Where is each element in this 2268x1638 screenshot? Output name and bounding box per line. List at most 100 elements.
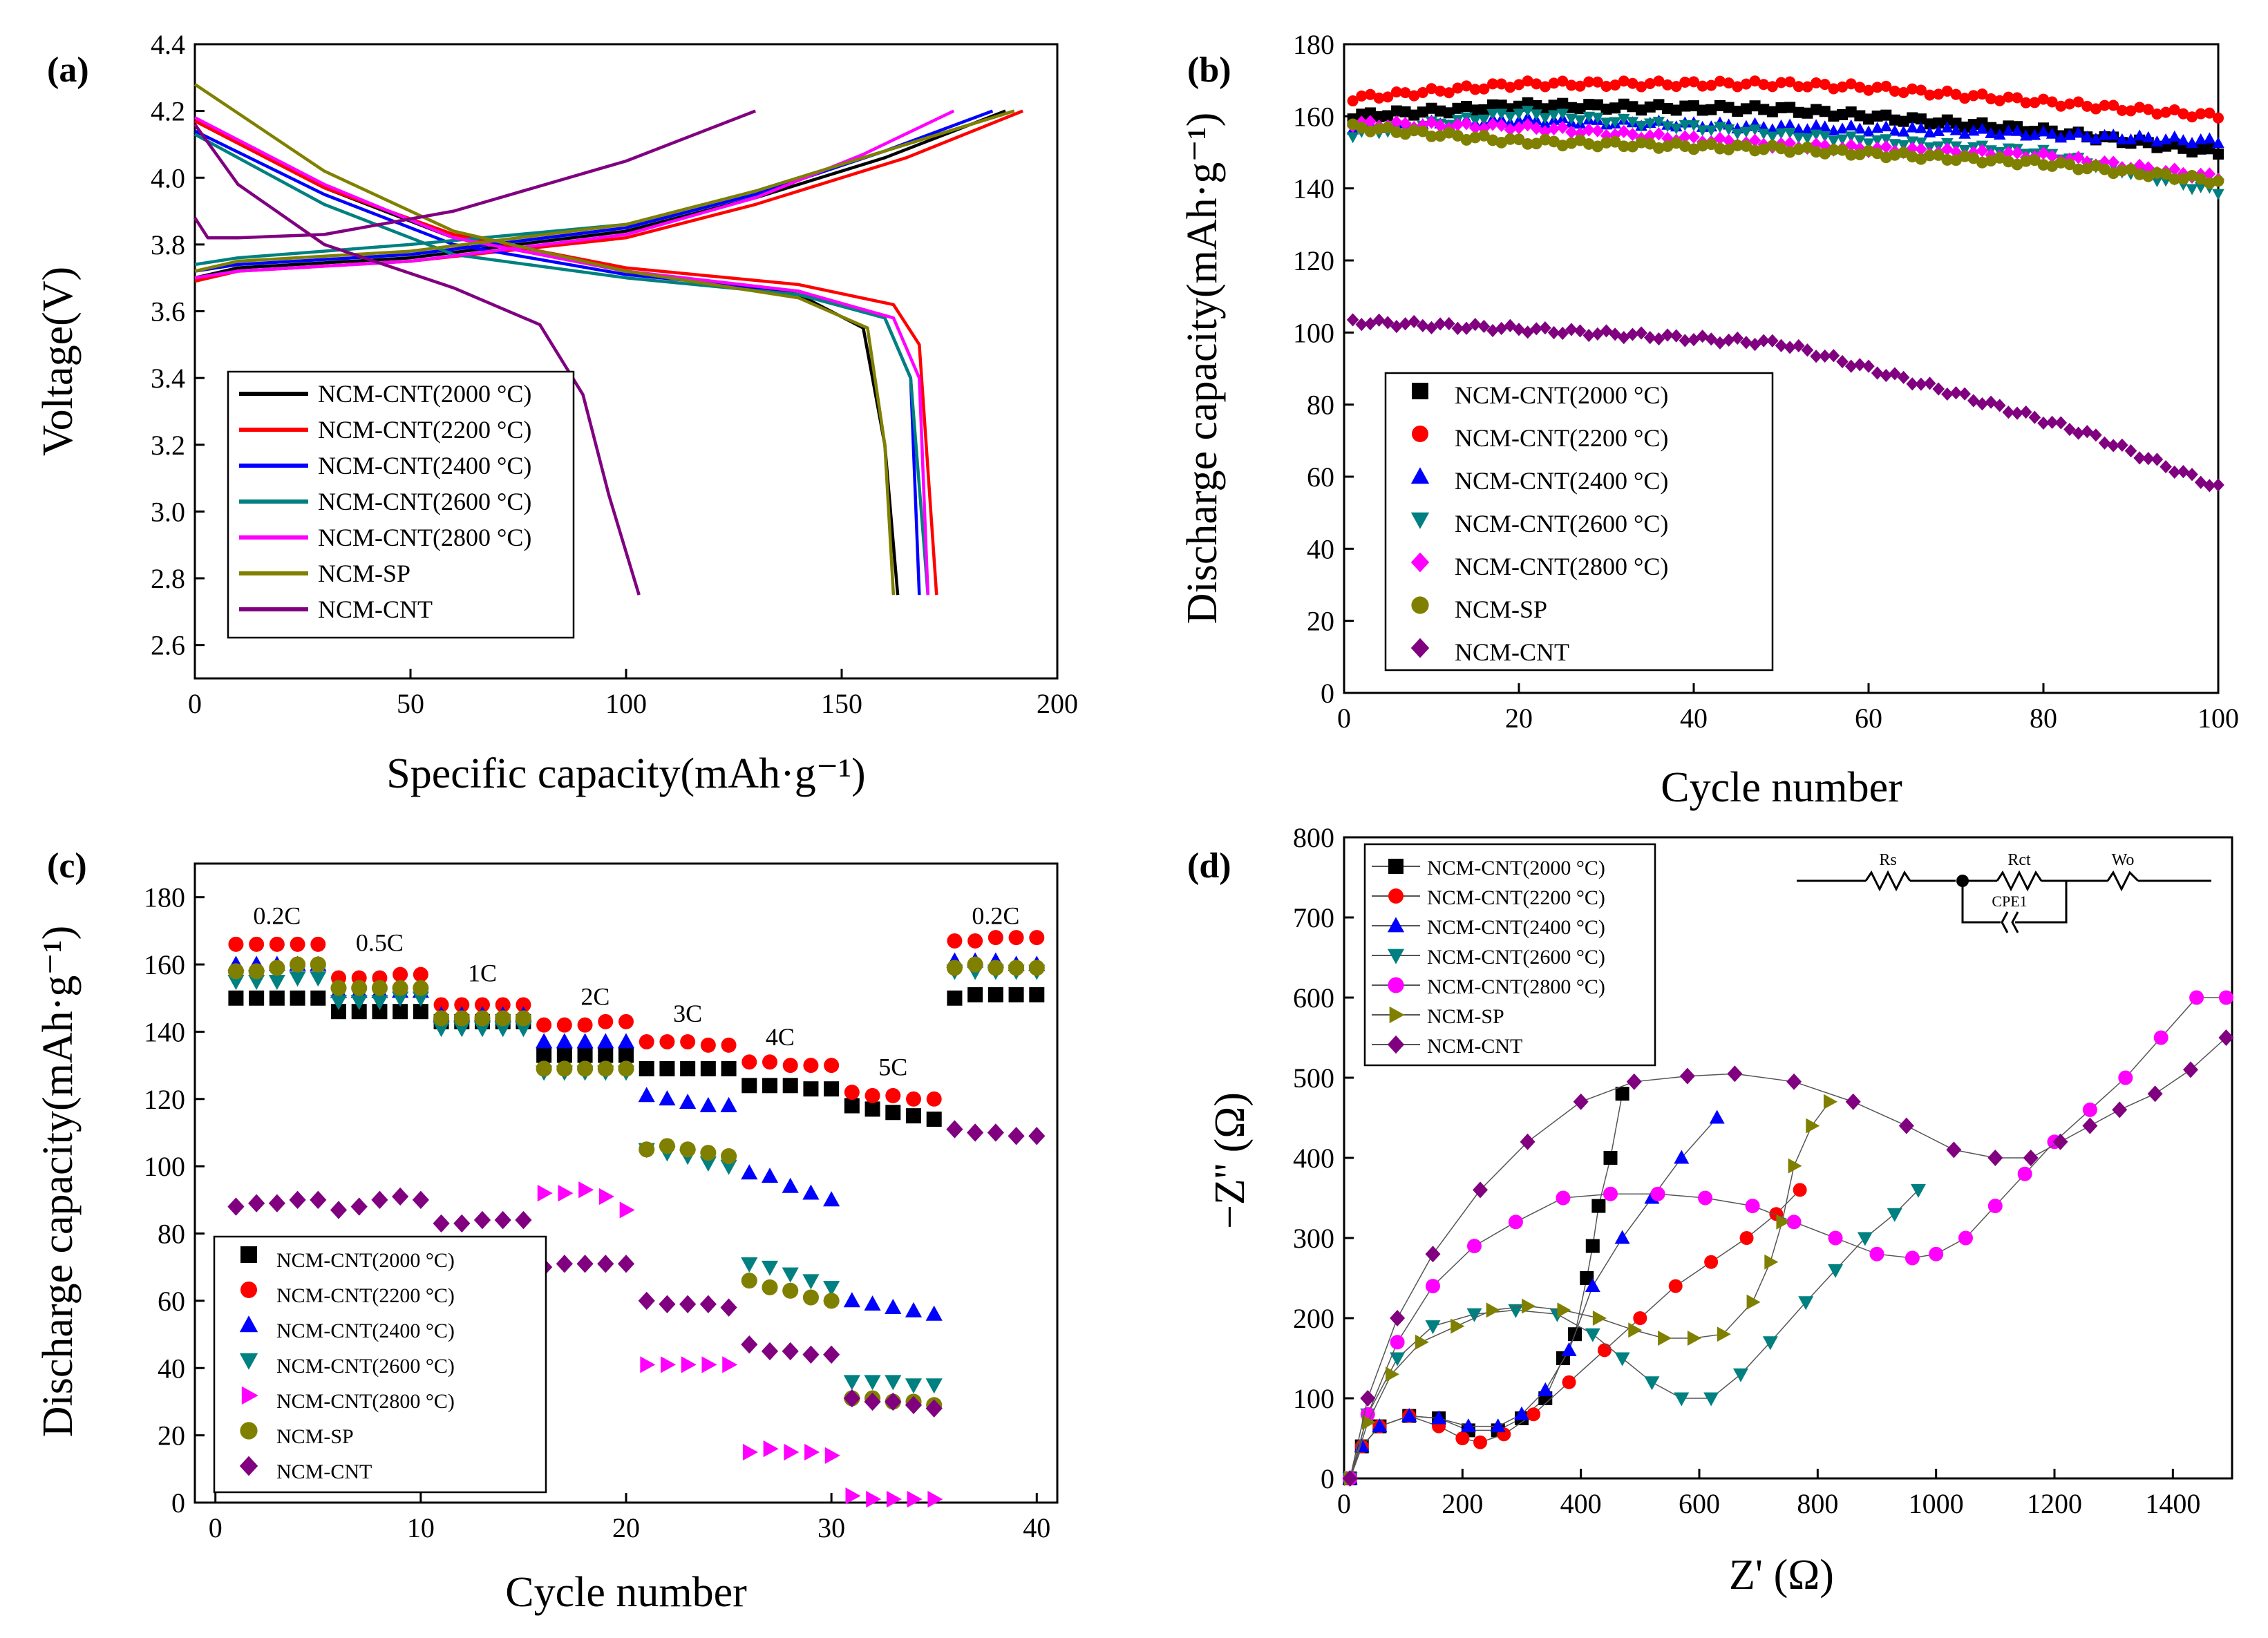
point-ncm-cnt-2800-c: [1426, 1279, 1440, 1294]
point-ncm-cnt-2000-c: [1539, 103, 1551, 115]
y-tick-label: 180: [144, 882, 185, 913]
point-ncm-cnt-2200-c: [2116, 104, 2128, 116]
point-ncm-cnt-2800-c: [907, 1491, 923, 1508]
point-ncm-cnt-2600-c: [1565, 113, 1578, 125]
point-ncm-cnt: [1810, 350, 1822, 363]
point-ncm-sp: [577, 1060, 594, 1077]
point-ncm-cnt: [1626, 1073, 1642, 1090]
point-ncm-cnt-2800-c: [701, 1356, 717, 1373]
point-ncm-cnt: [350, 1197, 368, 1216]
legend-item-ncm-sp: NCM-SP: [1372, 1005, 1504, 1028]
x-tick-label: 20: [612, 1512, 640, 1543]
point-ncm-cnt: [2116, 438, 2128, 452]
legend-box: [213, 1235, 547, 1494]
legend-item-ncm-cnt-2000-c: NCM-CNT(2000 °C): [1372, 857, 1605, 879]
point-ncm-cnt-2600-c: [925, 1378, 943, 1394]
point-ncm-sp: [2151, 166, 2163, 179]
point-ncm-cnt: [227, 1197, 245, 1216]
point-ncm-cnt-2200-c: [1793, 81, 1804, 93]
point-ncm-cnt-2200-c: [1758, 79, 1770, 91]
point-ncm-sp: [330, 980, 347, 996]
x-tick-label: 1200: [2027, 1488, 2082, 1519]
point-ncm-cnt-2200-c: [1845, 78, 1857, 90]
point-ncm-cnt-2200-c: [1513, 79, 1524, 91]
point-ncm-cnt: [2011, 406, 2023, 420]
point-ncm-sp: [1504, 133, 1516, 145]
point-ncm-cnt: [2112, 1101, 2128, 1118]
point-ncm-cnt-2200-c: [2046, 96, 2058, 108]
y-tick-label: 100: [1293, 317, 1334, 348]
legend-box: [227, 370, 575, 639]
point-ncm-cnt-2200-c: [1704, 1255, 1719, 1269]
resistor-rct: [1996, 870, 2043, 892]
point-ncm-cnt-2600-c: [905, 1378, 923, 1394]
point-ncm-cnt: [2054, 416, 2068, 430]
point-ncm-cnt-2600-c: [1530, 109, 1543, 121]
point-ncm-cnt: [1635, 326, 1647, 340]
x-tick-label: 600: [1679, 1488, 1720, 1519]
legend-label: NCM-CNT(2000 °C): [318, 380, 531, 408]
point-ncm-cnt-2000-c: [1766, 106, 1778, 117]
x-tick-label: 0: [188, 688, 202, 719]
point-ncm-cnt-2200-c: [2003, 91, 2014, 103]
point-ncm-cnt-2200-c: [1811, 77, 1822, 88]
point-ncm-cnt-2200-c: [1417, 86, 1428, 98]
data-layer: [193, 83, 1023, 596]
point-ncm-cnt: [1399, 317, 1412, 331]
point-ncm-cnt-2400-c: [1810, 119, 1822, 131]
point-ncm-cnt-2000-c: [1583, 99, 1595, 111]
point-ncm-cnt: [1844, 359, 1858, 373]
point-ncm-cnt-2200-c: [1863, 84, 1874, 96]
point-ncm-cnt-2200-c: [1697, 80, 1708, 92]
point-ncm-cnt-2600-c: [1486, 108, 1499, 120]
point-ncm-cnt-2400-c: [802, 1184, 820, 1200]
point-ncm-cnt-2200-c: [1426, 83, 1437, 95]
point-ncm-sp: [474, 1010, 491, 1027]
point-ncm-cnt-2800-c: [784, 1443, 800, 1461]
point-ncm-cnt-2000-c: [1662, 103, 1674, 115]
point-ncm-cnt-2600-c: [1609, 117, 1621, 128]
point-ncm-cnt-2200-c: [1644, 77, 1656, 89]
point-ncm-cnt-2800-c: [1556, 120, 1569, 135]
legend-swatch-marker: [239, 1353, 258, 1370]
point-ncm-cnt: [1417, 318, 1429, 332]
legend: NCM-CNT(2000 °C) NCM-CNT(2200 °C) NCM-CNT(…: [1384, 372, 1774, 672]
rate-label: 2C: [580, 982, 609, 1010]
point-ncm-cnt-2600-c: [2186, 184, 2198, 196]
point-ncm-cnt: [802, 1345, 820, 1364]
point-ncm-cnt-2200-c: [413, 966, 428, 982]
legend-label: NCM-CNT(2200 °C): [1455, 424, 1668, 452]
point-ncm-cnt: [1582, 328, 1595, 343]
point-ncm-cnt-2000-c: [2213, 149, 2224, 160]
point-ncm-cnt-2000-c: [1679, 100, 1691, 112]
point-ncm-cnt-2800-c: [1915, 142, 1927, 156]
point-ncm-cnt-2200-c: [1933, 88, 1945, 100]
point-ncm-cnt-2400-c: [1853, 122, 1867, 134]
point-ncm-cnt-2400-c: [1967, 124, 1980, 136]
y-tick-label: 400: [1293, 1143, 1334, 1174]
point-ncm-cnt-2200-c: [680, 1034, 696, 1050]
x-tick-label: 40: [1023, 1512, 1050, 1543]
point-ncm-cnt: [1985, 395, 1997, 409]
point-ncm-sp: [433, 1010, 450, 1027]
point-ncm-cnt-2600-c: [1635, 121, 1647, 133]
point-ncm-cnt-2200-c: [1008, 930, 1024, 946]
point-ncm-cnt-2800-c: [886, 1491, 902, 1508]
point-ncm-cnt-2000-c: [1688, 100, 1699, 112]
point-ncm-cnt-2200-c: [659, 1034, 675, 1050]
point-ncm-cnt-2000-c: [393, 1004, 408, 1020]
legend-item-ncm-cnt-2000-c: NCM-CNT(2000 °C): [240, 1246, 455, 1272]
point-ncm-cnt: [2124, 444, 2137, 458]
point-ncm-cnt-2400-c: [2037, 125, 2050, 137]
point-ncm-cnt-2800-c: [1504, 122, 1517, 137]
point-ncm-cnt-2400-c: [823, 1191, 840, 1207]
point-ncm-sp: [1924, 149, 1936, 162]
point-ncm-cnt-2000-c: [1618, 98, 1629, 110]
point-ncm-cnt-2800-c: [1786, 1215, 1802, 1230]
point-ncm-cnt-2200-c: [762, 1054, 777, 1070]
resistor-rs: [1864, 870, 1911, 892]
y-tick-label: 0: [1321, 1463, 1334, 1494]
point-ncm-cnt: [1993, 399, 2006, 412]
point-ncm-sp: [1915, 153, 1927, 165]
point-ncm-cnt-2000-c: [1784, 102, 1796, 113]
